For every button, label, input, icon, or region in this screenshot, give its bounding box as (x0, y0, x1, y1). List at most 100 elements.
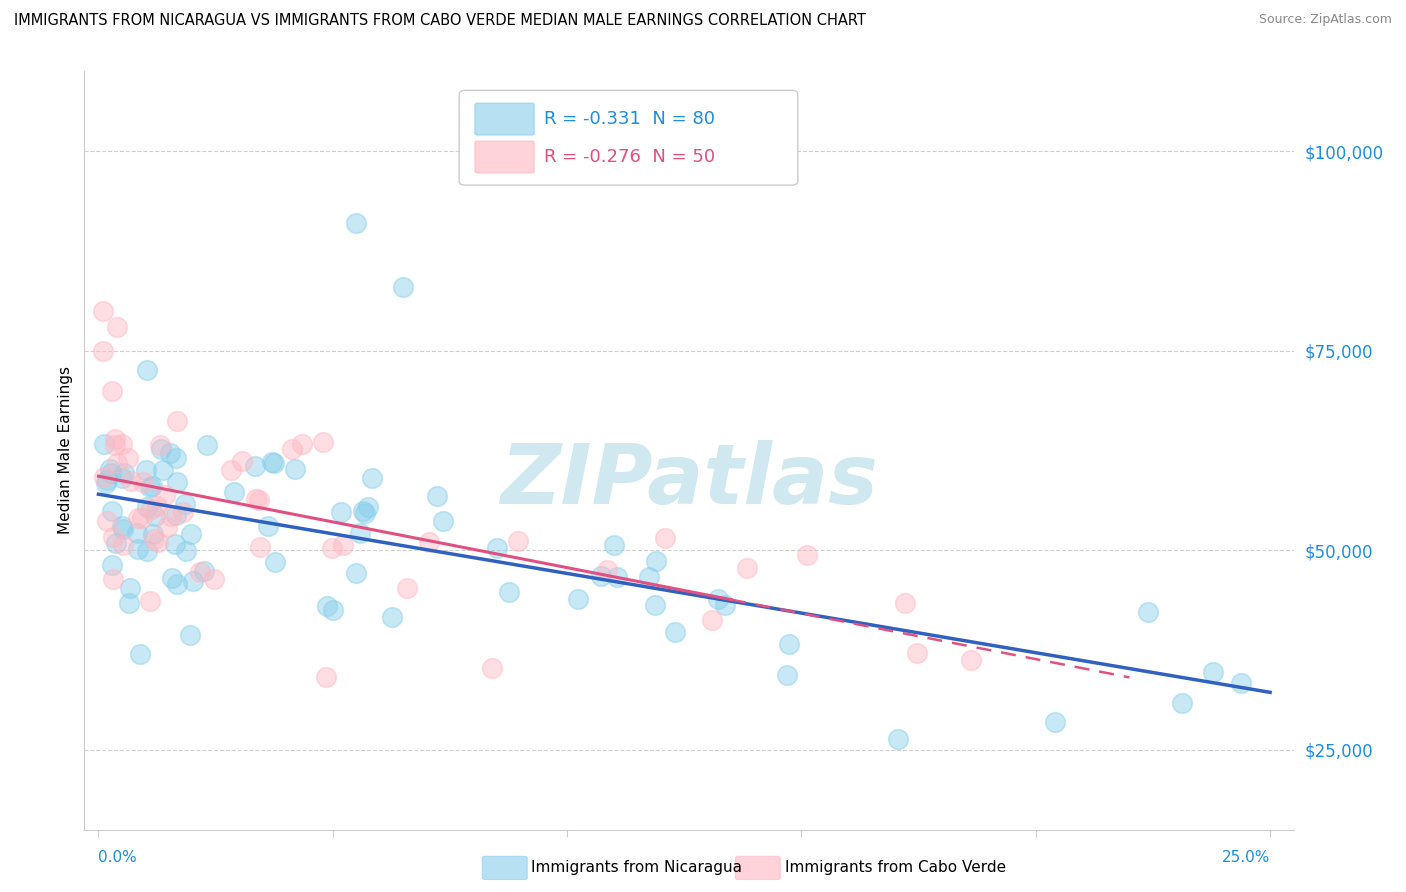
Point (776, 668, 799, 682)
Point (352, 503, 374, 517)
Point (1171, 696, 1194, 710)
Point (893, 597, 915, 611)
Point (160, 571, 183, 585)
FancyBboxPatch shape (475, 141, 534, 173)
Point (291, 437, 314, 451)
Point (1043, 715, 1066, 730)
Point (249, 540, 271, 554)
Point (146, 499, 169, 513)
Point (263, 456, 285, 470)
Point (165, 508, 187, 522)
Point (700, 613, 723, 627)
Point (155, 488, 177, 502)
Point (91, 343, 114, 358)
Point (638, 570, 661, 584)
Point (135, 363, 157, 377)
Point (960, 653, 983, 667)
Point (100, 504, 122, 518)
Y-axis label: Median Male Earnings: Median Male Earnings (58, 367, 73, 534)
Point (315, 599, 337, 613)
Point (706, 592, 728, 607)
Point (127, 511, 149, 525)
Point (247, 492, 270, 507)
Point (654, 531, 676, 545)
Point (127, 542, 149, 557)
Point (128, 647, 150, 661)
Point (179, 628, 201, 642)
Point (486, 541, 509, 556)
Text: IMMIGRANTS FROM NICARAGUA VS IMMIGRANTS FROM CABO VERDE MEDIAN MALE EARNINGS COR: IMMIGRANTS FROM NICARAGUA VS IMMIGRANTS … (14, 13, 866, 29)
Point (281, 442, 304, 457)
Point (193, 564, 215, 578)
Point (100, 466, 122, 480)
Point (111, 436, 134, 450)
Point (152, 463, 174, 477)
Point (263, 554, 285, 568)
Point (567, 591, 589, 606)
Point (595, 563, 617, 577)
Point (101, 384, 124, 398)
Text: R = -0.331  N = 80: R = -0.331 N = 80 (544, 110, 714, 128)
Point (103, 530, 125, 544)
Point (159, 445, 181, 459)
Point (315, 670, 337, 684)
Point (321, 541, 343, 555)
Point (111, 522, 134, 536)
Point (344, 216, 367, 230)
Point (284, 462, 307, 476)
Point (98, 462, 121, 476)
FancyBboxPatch shape (475, 103, 534, 135)
Text: Immigrants from Nicaragua: Immigrants from Nicaragua (531, 861, 742, 875)
Point (165, 537, 187, 551)
Point (426, 489, 449, 503)
Point (1137, 605, 1160, 619)
Point (125, 526, 148, 541)
Point (149, 442, 172, 457)
Point (322, 603, 344, 617)
Point (104, 438, 127, 452)
Point (93, 470, 115, 484)
Point (243, 459, 266, 474)
Point (432, 515, 454, 529)
Point (131, 511, 153, 525)
Point (778, 637, 800, 651)
Point (120, 474, 142, 488)
Point (165, 451, 187, 466)
Text: ZIPatlas: ZIPatlas (501, 441, 877, 521)
Point (262, 455, 284, 469)
Point (219, 463, 242, 477)
Point (173, 497, 195, 511)
Point (117, 450, 139, 465)
Point (645, 554, 668, 568)
Point (257, 519, 280, 533)
Point (332, 538, 354, 552)
Point (94, 475, 117, 490)
Point (329, 505, 352, 519)
Point (135, 463, 157, 477)
Point (166, 414, 188, 428)
Point (135, 500, 157, 515)
Point (905, 647, 928, 661)
Point (181, 574, 204, 588)
Text: Immigrants from Cabo Verde: Immigrants from Cabo Verde (785, 861, 1005, 875)
Point (105, 319, 128, 334)
Point (111, 519, 134, 533)
Point (141, 479, 163, 493)
Point (96, 473, 118, 487)
Point (174, 544, 197, 558)
Point (180, 527, 202, 541)
Point (166, 475, 188, 490)
Point (139, 480, 162, 494)
Point (349, 525, 371, 540)
Point (131, 475, 153, 490)
Point (105, 456, 128, 470)
Point (591, 569, 613, 583)
Point (606, 570, 628, 584)
Point (231, 454, 253, 468)
Point (142, 526, 165, 541)
Point (111, 471, 134, 485)
Point (172, 505, 194, 519)
Point (166, 576, 188, 591)
Point (357, 500, 380, 515)
Point (361, 471, 384, 485)
